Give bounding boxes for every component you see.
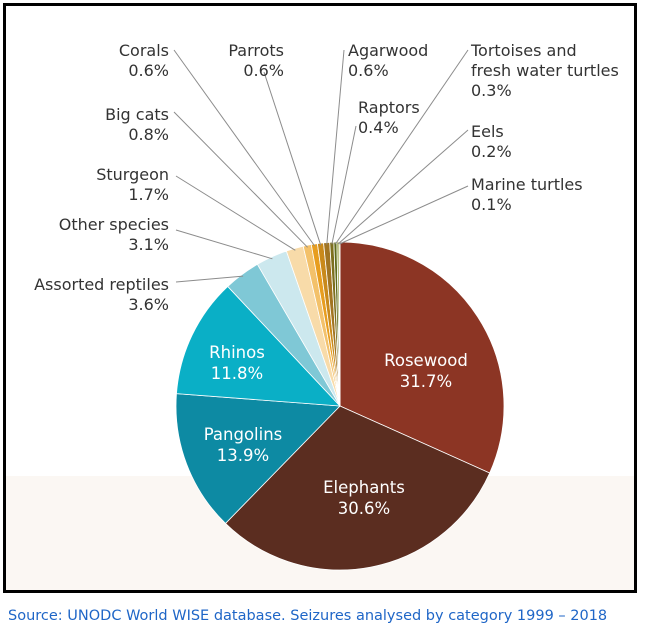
label-sturgeon: Sturgeon — [96, 165, 169, 184]
value-other-species: 3.1% — [128, 235, 169, 254]
leader-big-cats — [173, 111, 308, 248]
label-marine-turtles: Marine turtles — [471, 175, 583, 194]
value-raptors: 0.4% — [358, 118, 399, 137]
label-big-cats: Big cats — [105, 105, 169, 124]
slice-rosewood — [339, 241, 505, 474]
value-marine-turtles: 0.1% — [471, 195, 512, 214]
slice-pangolins — [175, 393, 341, 524]
leader-tortoises-and-fresh-water-turtles — [334, 49, 469, 245]
leader-marine-turtles — [339, 185, 469, 245]
label-other-species: Other species — [59, 215, 169, 234]
pie-chart: Rosewood 31.7% Elephants 30.6% Pangolins 13.9… — [6, 41, 634, 590]
value-pangolins: 13.9% — [217, 446, 269, 465]
leader-corals — [173, 49, 316, 247]
value-sturgeon: 1.7% — [128, 185, 169, 204]
label-rhinos: Rhinos — [209, 343, 265, 362]
value-assorted-reptiles: 3.6% — [128, 295, 169, 314]
label-corals: Corals — [119, 41, 169, 60]
label-assorted-reptiles: Assorted reptiles — [34, 275, 169, 294]
label-agarwood: Agarwood — [348, 41, 428, 60]
value-agarwood: 0.6% — [348, 61, 389, 80]
leader-sturgeon — [175, 175, 296, 251]
source-caption: Source: UNODC World WISE database. Seizu… — [8, 608, 608, 624]
label-pangolins: Pangolins — [204, 425, 283, 444]
value-parrots: 0.6% — [243, 61, 284, 80]
leader-agarwood — [326, 49, 345, 245]
label-tortoises-and-fresh-water-turtles-line2: fresh water turtles — [471, 61, 619, 80]
leader-eels — [337, 129, 469, 245]
value-eels: 0.2% — [471, 142, 512, 161]
label-elephants: Elephants — [323, 478, 405, 497]
label-tortoises-and-fresh-water-turtles: Tortoises and — [470, 41, 577, 60]
slice-rhinos — [176, 285, 341, 407]
value-rhinos: 11.8% — [211, 364, 263, 383]
chart-frame: Rosewood 31.7% Elephants 30.6% Pangolins 13.9… — [3, 3, 637, 593]
label-rosewood: Rosewood — [384, 351, 468, 370]
value-big-cats: 0.8% — [128, 125, 169, 144]
label-raptors: Raptors — [358, 98, 420, 117]
value-tortoises-and-fresh-water-turtles: 0.3% — [471, 81, 512, 100]
leader-other-species — [175, 229, 273, 260]
label-parrots: Parrots — [228, 41, 284, 60]
value-corals: 0.6% — [128, 61, 169, 80]
slice-elephants — [224, 405, 491, 571]
leader-raptors — [331, 125, 357, 245]
value-rosewood: 31.7% — [400, 372, 452, 391]
label-eels: Eels — [471, 122, 504, 141]
leader-parrots — [263, 71, 322, 246]
value-elephants: 30.6% — [338, 499, 390, 518]
leader-assorted-reptiles — [175, 275, 244, 283]
